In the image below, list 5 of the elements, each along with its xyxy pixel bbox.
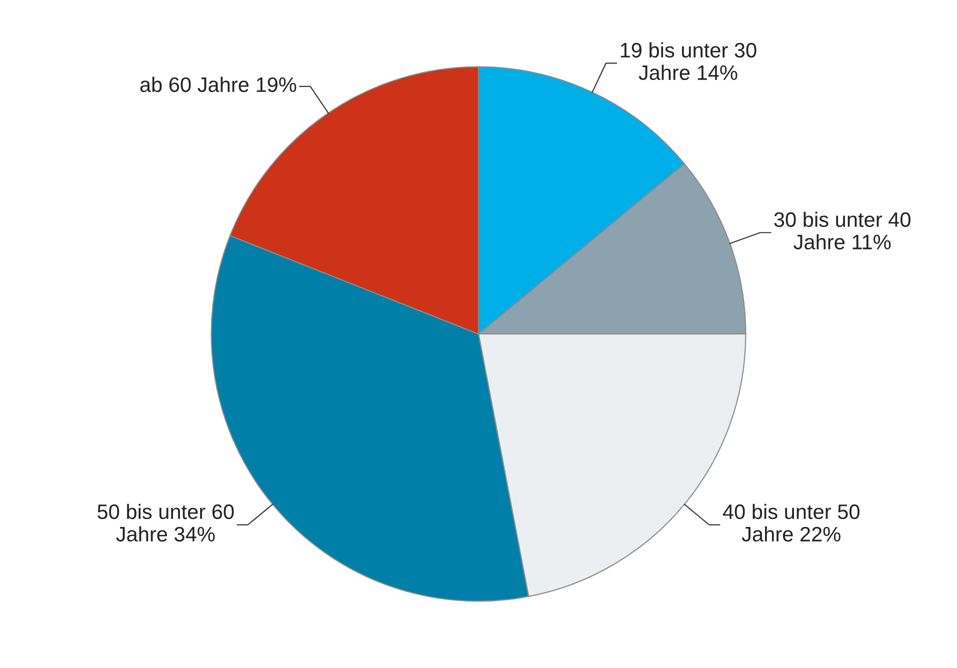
slice-label: 50 bis unter 60 Jahre 34% [98,504,234,542]
slice-label: 19 bis unter 30 Jahre 14% [620,42,756,80]
slice-label: 40 bis unter 50 Jahre 22% [722,504,860,542]
slice-label: ab 60 Jahre 19% [140,76,296,92]
slice-label: 30 bis unter 40 Jahre 11% [774,212,910,250]
